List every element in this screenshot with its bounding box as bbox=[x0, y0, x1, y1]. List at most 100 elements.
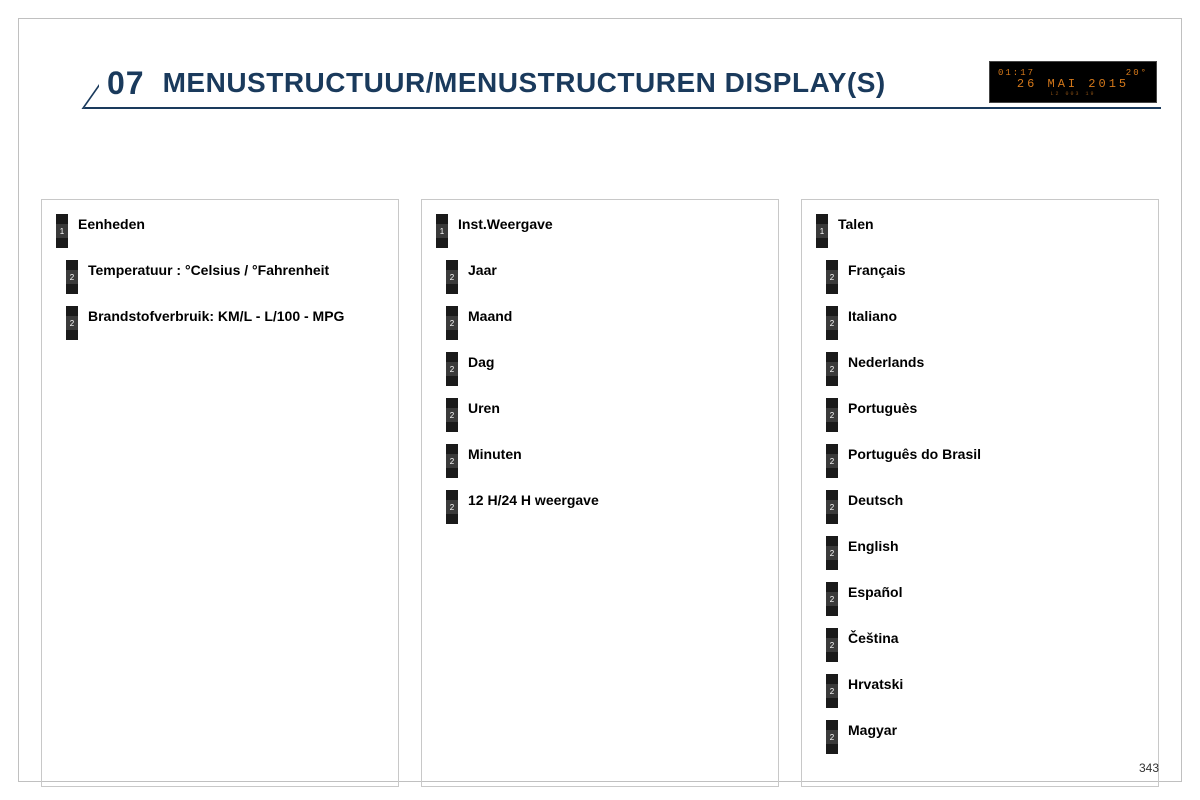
level-marker: 1 bbox=[56, 214, 68, 248]
menu-item-label: Minuten bbox=[468, 444, 522, 464]
menu-item: 2 English bbox=[816, 536, 1144, 570]
level-marker: 2 bbox=[826, 674, 838, 708]
menu-item: 2 Temperatuur : °Celsius / °Fahrenheit bbox=[56, 260, 384, 294]
menu-item-label: Portuguès bbox=[848, 398, 917, 418]
menu-item: 2 Français bbox=[816, 260, 1144, 294]
menu-item-label: Eenheden bbox=[78, 214, 145, 234]
level-marker: 2 bbox=[826, 398, 838, 432]
level-marker: 2 bbox=[66, 306, 78, 340]
level-number: 2 bbox=[446, 454, 458, 468]
menu-item-label: Deutsch bbox=[848, 490, 903, 510]
level-marker: 1 bbox=[436, 214, 448, 248]
display-date: 26 MAI 2015 bbox=[1017, 77, 1129, 91]
level-number: 2 bbox=[826, 592, 838, 606]
level-marker: 2 bbox=[826, 720, 838, 754]
menu-item-label: Čeština bbox=[848, 628, 899, 648]
level-marker: 2 bbox=[446, 490, 458, 524]
menu-panel: 1 Eenheden 2 Temperatuur : °Celsius / °Fahr… bbox=[41, 199, 399, 787]
panels-container: 1 Eenheden 2 Temperatuur : °Celsius / °Fahr… bbox=[39, 199, 1161, 787]
menu-panel: 1 Inst.Weergave 2 Jaar 2 Maand 2 Dag 2 Uren 2 Minut… bbox=[421, 199, 779, 787]
section-title: MENUSTRUCTUUR/MENUSTRUCTUREN DISPLAY(S) bbox=[163, 67, 886, 99]
level-marker: 2 bbox=[826, 306, 838, 340]
level-number: 1 bbox=[816, 224, 828, 238]
level-number: 2 bbox=[826, 316, 838, 330]
level-marker: 1 bbox=[816, 214, 828, 248]
level-marker: 2 bbox=[826, 352, 838, 386]
menu-item: 2 Magyar bbox=[816, 720, 1144, 754]
level-marker: 2 bbox=[826, 536, 838, 570]
menu-item-label: Talen bbox=[838, 214, 874, 234]
level-number: 2 bbox=[826, 270, 838, 284]
level-marker: 2 bbox=[446, 260, 458, 294]
menu-item-label: Magyar bbox=[848, 720, 897, 740]
level-number: 2 bbox=[446, 316, 458, 330]
level-number: 2 bbox=[826, 408, 838, 422]
menu-item: 1 Talen bbox=[816, 214, 1144, 248]
menu-item: 1 Inst.Weergave bbox=[436, 214, 764, 248]
menu-item-label: 12 H/24 H weergave bbox=[468, 490, 599, 510]
level-number: 2 bbox=[66, 270, 78, 284]
menu-item: 2 Jaar bbox=[436, 260, 764, 294]
level-marker: 2 bbox=[826, 260, 838, 294]
menu-item: 2 Italiano bbox=[816, 306, 1144, 340]
display-bottom: L2 003 19 bbox=[1050, 91, 1095, 97]
menu-item: 2 Nederlands bbox=[816, 352, 1144, 386]
level-number: 2 bbox=[826, 546, 838, 560]
menu-item-label: Jaar bbox=[468, 260, 497, 280]
menu-item: 2 Dag bbox=[436, 352, 764, 386]
menu-item-label: Português do Brasil bbox=[848, 444, 981, 464]
level-marker: 2 bbox=[446, 352, 458, 386]
level-number: 2 bbox=[446, 362, 458, 376]
menu-item: 2 12 H/24 H weergave bbox=[436, 490, 764, 524]
level-marker: 2 bbox=[66, 260, 78, 294]
menu-item: 2 Español bbox=[816, 582, 1144, 616]
level-number: 2 bbox=[826, 500, 838, 514]
menu-item: 1 Eenheden bbox=[56, 214, 384, 248]
level-number: 2 bbox=[826, 362, 838, 376]
display-temp: 20° bbox=[1126, 68, 1148, 78]
menu-item-label: Temperatuur : °Celsius / °Fahrenheit bbox=[88, 260, 329, 280]
level-number: 2 bbox=[826, 454, 838, 468]
menu-item-label: Inst.Weergave bbox=[458, 214, 553, 234]
level-number: 2 bbox=[826, 638, 838, 652]
menu-item-label: Maand bbox=[468, 306, 512, 326]
level-marker: 2 bbox=[446, 398, 458, 432]
menu-item: 2 Português do Brasil bbox=[816, 444, 1144, 478]
level-marker: 2 bbox=[446, 306, 458, 340]
header-diagonal bbox=[39, 59, 99, 109]
menu-item: 2 Deutsch bbox=[816, 490, 1144, 524]
level-number: 1 bbox=[56, 224, 68, 238]
menu-item: 2 Hrvatski bbox=[816, 674, 1144, 708]
menu-item-label: Français bbox=[848, 260, 906, 280]
page-number: 343 bbox=[1139, 761, 1159, 775]
menu-item-label: Uren bbox=[468, 398, 500, 418]
menu-item-label: Hrvatski bbox=[848, 674, 903, 694]
level-number: 2 bbox=[446, 270, 458, 284]
menu-item: 2 Maand bbox=[436, 306, 764, 340]
display-widget: 01:17 20° 26 MAI 2015 L2 003 19 bbox=[989, 61, 1157, 103]
menu-item-label: Italiano bbox=[848, 306, 897, 326]
level-number: 2 bbox=[66, 316, 78, 330]
menu-item-label: Dag bbox=[468, 352, 494, 372]
section-number: 07 bbox=[107, 65, 145, 102]
level-number: 2 bbox=[826, 730, 838, 744]
menu-item-label: Brandstofverbruik: KM/L - L/100 - MPG bbox=[88, 306, 344, 326]
level-marker: 2 bbox=[826, 490, 838, 524]
menu-panel: 1 Talen 2 Français 2 Italiano 2 Nederlands 2 Port… bbox=[801, 199, 1159, 787]
menu-item: 2 Portuguès bbox=[816, 398, 1144, 432]
menu-item-label: Español bbox=[848, 582, 902, 602]
level-number: 2 bbox=[826, 684, 838, 698]
menu-item: 2 Brandstofverbruik: KM/L - L/100 - MPG bbox=[56, 306, 384, 340]
level-number: 2 bbox=[446, 500, 458, 514]
level-marker: 2 bbox=[826, 628, 838, 662]
menu-item: 2 Uren bbox=[436, 398, 764, 432]
level-marker: 2 bbox=[826, 582, 838, 616]
level-marker: 2 bbox=[826, 444, 838, 478]
level-number: 2 bbox=[446, 408, 458, 422]
header-bar: 07 MENUSTRUCTUUR/MENUSTRUCTUREN DISPLAY(… bbox=[39, 59, 1161, 109]
level-number: 1 bbox=[436, 224, 448, 238]
menu-item: 2 Čeština bbox=[816, 628, 1144, 662]
menu-item-label: English bbox=[848, 536, 899, 556]
menu-item-label: Nederlands bbox=[848, 352, 924, 372]
menu-item: 2 Minuten bbox=[436, 444, 764, 478]
